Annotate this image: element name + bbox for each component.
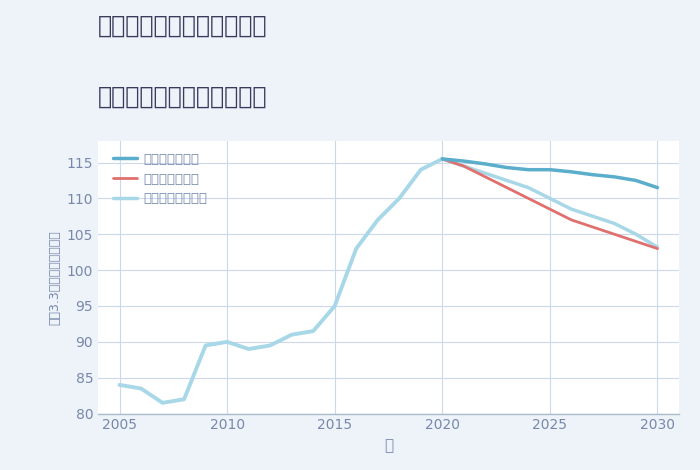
ノーマルシナリオ bbox=[546, 196, 554, 201]
ノーマルシナリオ bbox=[524, 185, 533, 190]
Line: グッドシナリオ: グッドシナリオ bbox=[442, 159, 657, 188]
バッドシナリオ bbox=[567, 217, 575, 223]
バッドシナリオ bbox=[438, 156, 447, 162]
Text: 中古マンションの価格推移: 中古マンションの価格推移 bbox=[98, 85, 267, 109]
グッドシナリオ bbox=[653, 185, 662, 190]
ノーマルシナリオ bbox=[438, 156, 447, 162]
Line: バッドシナリオ: バッドシナリオ bbox=[442, 159, 657, 249]
Line: ノーマルシナリオ: ノーマルシナリオ bbox=[442, 159, 657, 247]
グッドシナリオ bbox=[632, 178, 640, 183]
ノーマルシナリオ bbox=[632, 231, 640, 237]
バッドシナリオ bbox=[546, 206, 554, 212]
グッドシナリオ bbox=[438, 156, 447, 162]
グッドシナリオ bbox=[460, 158, 468, 164]
グッドシナリオ bbox=[481, 161, 489, 167]
グッドシナリオ bbox=[610, 174, 619, 180]
グッドシナリオ bbox=[589, 172, 597, 178]
ノーマルシナリオ bbox=[503, 178, 511, 183]
ノーマルシナリオ bbox=[567, 206, 575, 212]
Legend: グッドシナリオ, バッドシナリオ, ノーマルシナリオ: グッドシナリオ, バッドシナリオ, ノーマルシナリオ bbox=[111, 150, 210, 208]
ノーマルシナリオ bbox=[460, 163, 468, 169]
グッドシナリオ bbox=[546, 167, 554, 172]
X-axis label: 年: 年 bbox=[384, 438, 393, 453]
グッドシナリオ bbox=[524, 167, 533, 172]
Y-axis label: 平（3.3㎡）単価（万円）: 平（3.3㎡）単価（万円） bbox=[48, 230, 61, 325]
ノーマルシナリオ bbox=[589, 213, 597, 219]
ノーマルシナリオ bbox=[481, 171, 489, 176]
バッドシナリオ bbox=[632, 239, 640, 244]
バッドシナリオ bbox=[481, 174, 489, 180]
Text: 兵庫県姫路市広畑区鶴町の: 兵庫県姫路市広畑区鶴町の bbox=[98, 14, 267, 38]
バッドシナリオ bbox=[460, 163, 468, 169]
バッドシナリオ bbox=[503, 185, 511, 190]
バッドシナリオ bbox=[589, 224, 597, 230]
グッドシナリオ bbox=[503, 164, 511, 170]
バッドシナリオ bbox=[653, 246, 662, 251]
バッドシナリオ bbox=[524, 196, 533, 201]
グッドシナリオ bbox=[567, 169, 575, 175]
ノーマルシナリオ bbox=[653, 244, 662, 250]
ノーマルシナリオ bbox=[610, 221, 619, 227]
バッドシナリオ bbox=[610, 231, 619, 237]
